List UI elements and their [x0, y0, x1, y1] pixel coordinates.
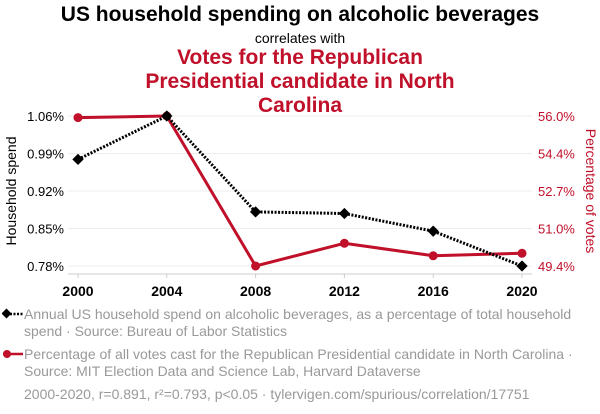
data-point-spend — [72, 153, 84, 166]
x-tick-label: 2004 — [151, 283, 182, 299]
y-tick-left: 0.92% — [27, 184, 64, 199]
y-tick-left: 1.06% — [27, 109, 64, 124]
y-tick-left: 0.85% — [27, 222, 64, 237]
data-point-votes — [517, 248, 527, 258]
data-point-spend — [516, 260, 528, 272]
data-point-votes — [73, 113, 83, 123]
chart-subtitle: correlates with — [254, 30, 346, 46]
x-tick-label: 2016 — [418, 283, 449, 299]
legend-marker-spend — [2, 308, 23, 319]
data-point-votes — [251, 261, 261, 271]
y-axis-label-right: Percentage of votes — [583, 129, 599, 254]
legend-item-votes: Percentage of all votes cast for the Rep… — [3, 346, 594, 380]
y-tick-right: 49.4% — [538, 259, 575, 274]
data-point-votes — [428, 251, 438, 261]
y-tick-right: 54.4% — [538, 147, 575, 162]
data-point-votes — [339, 238, 349, 248]
series-line-votes — [77, 114, 523, 268]
footer: 2000-2020, r=0.891, r²=0.793, p<0.05 · t… — [24, 386, 530, 402]
y-axis-label-left: Household spend — [3, 137, 19, 246]
y-tick-left: 0.78% — [27, 259, 64, 274]
x-tick-label: 2020 — [506, 283, 537, 299]
y-tick-right: 56.0% — [538, 109, 575, 124]
x-tick-label: 2000 — [62, 283, 93, 299]
data-point-spend — [427, 225, 439, 237]
data-point-spend — [249, 206, 262, 218]
chart-title-2: Votes for the Republican Presidential ca… — [145, 46, 455, 117]
chart-title: US household spending on alcoholic bever… — [60, 3, 540, 26]
y-tick-right: 51.0% — [538, 222, 575, 237]
x-tick-label: 2008 — [240, 283, 271, 299]
series-line-spend — [77, 114, 523, 268]
legend-marker-votes — [3, 350, 23, 358]
legend-item-spend: Annual US household spend on alcoholic b… — [2, 306, 594, 340]
x-tick-label: 2012 — [329, 283, 360, 299]
y-tick-right: 52.7% — [538, 184, 575, 199]
y-tick-left: 0.99% — [27, 147, 64, 162]
data-point-spend — [338, 207, 351, 220]
